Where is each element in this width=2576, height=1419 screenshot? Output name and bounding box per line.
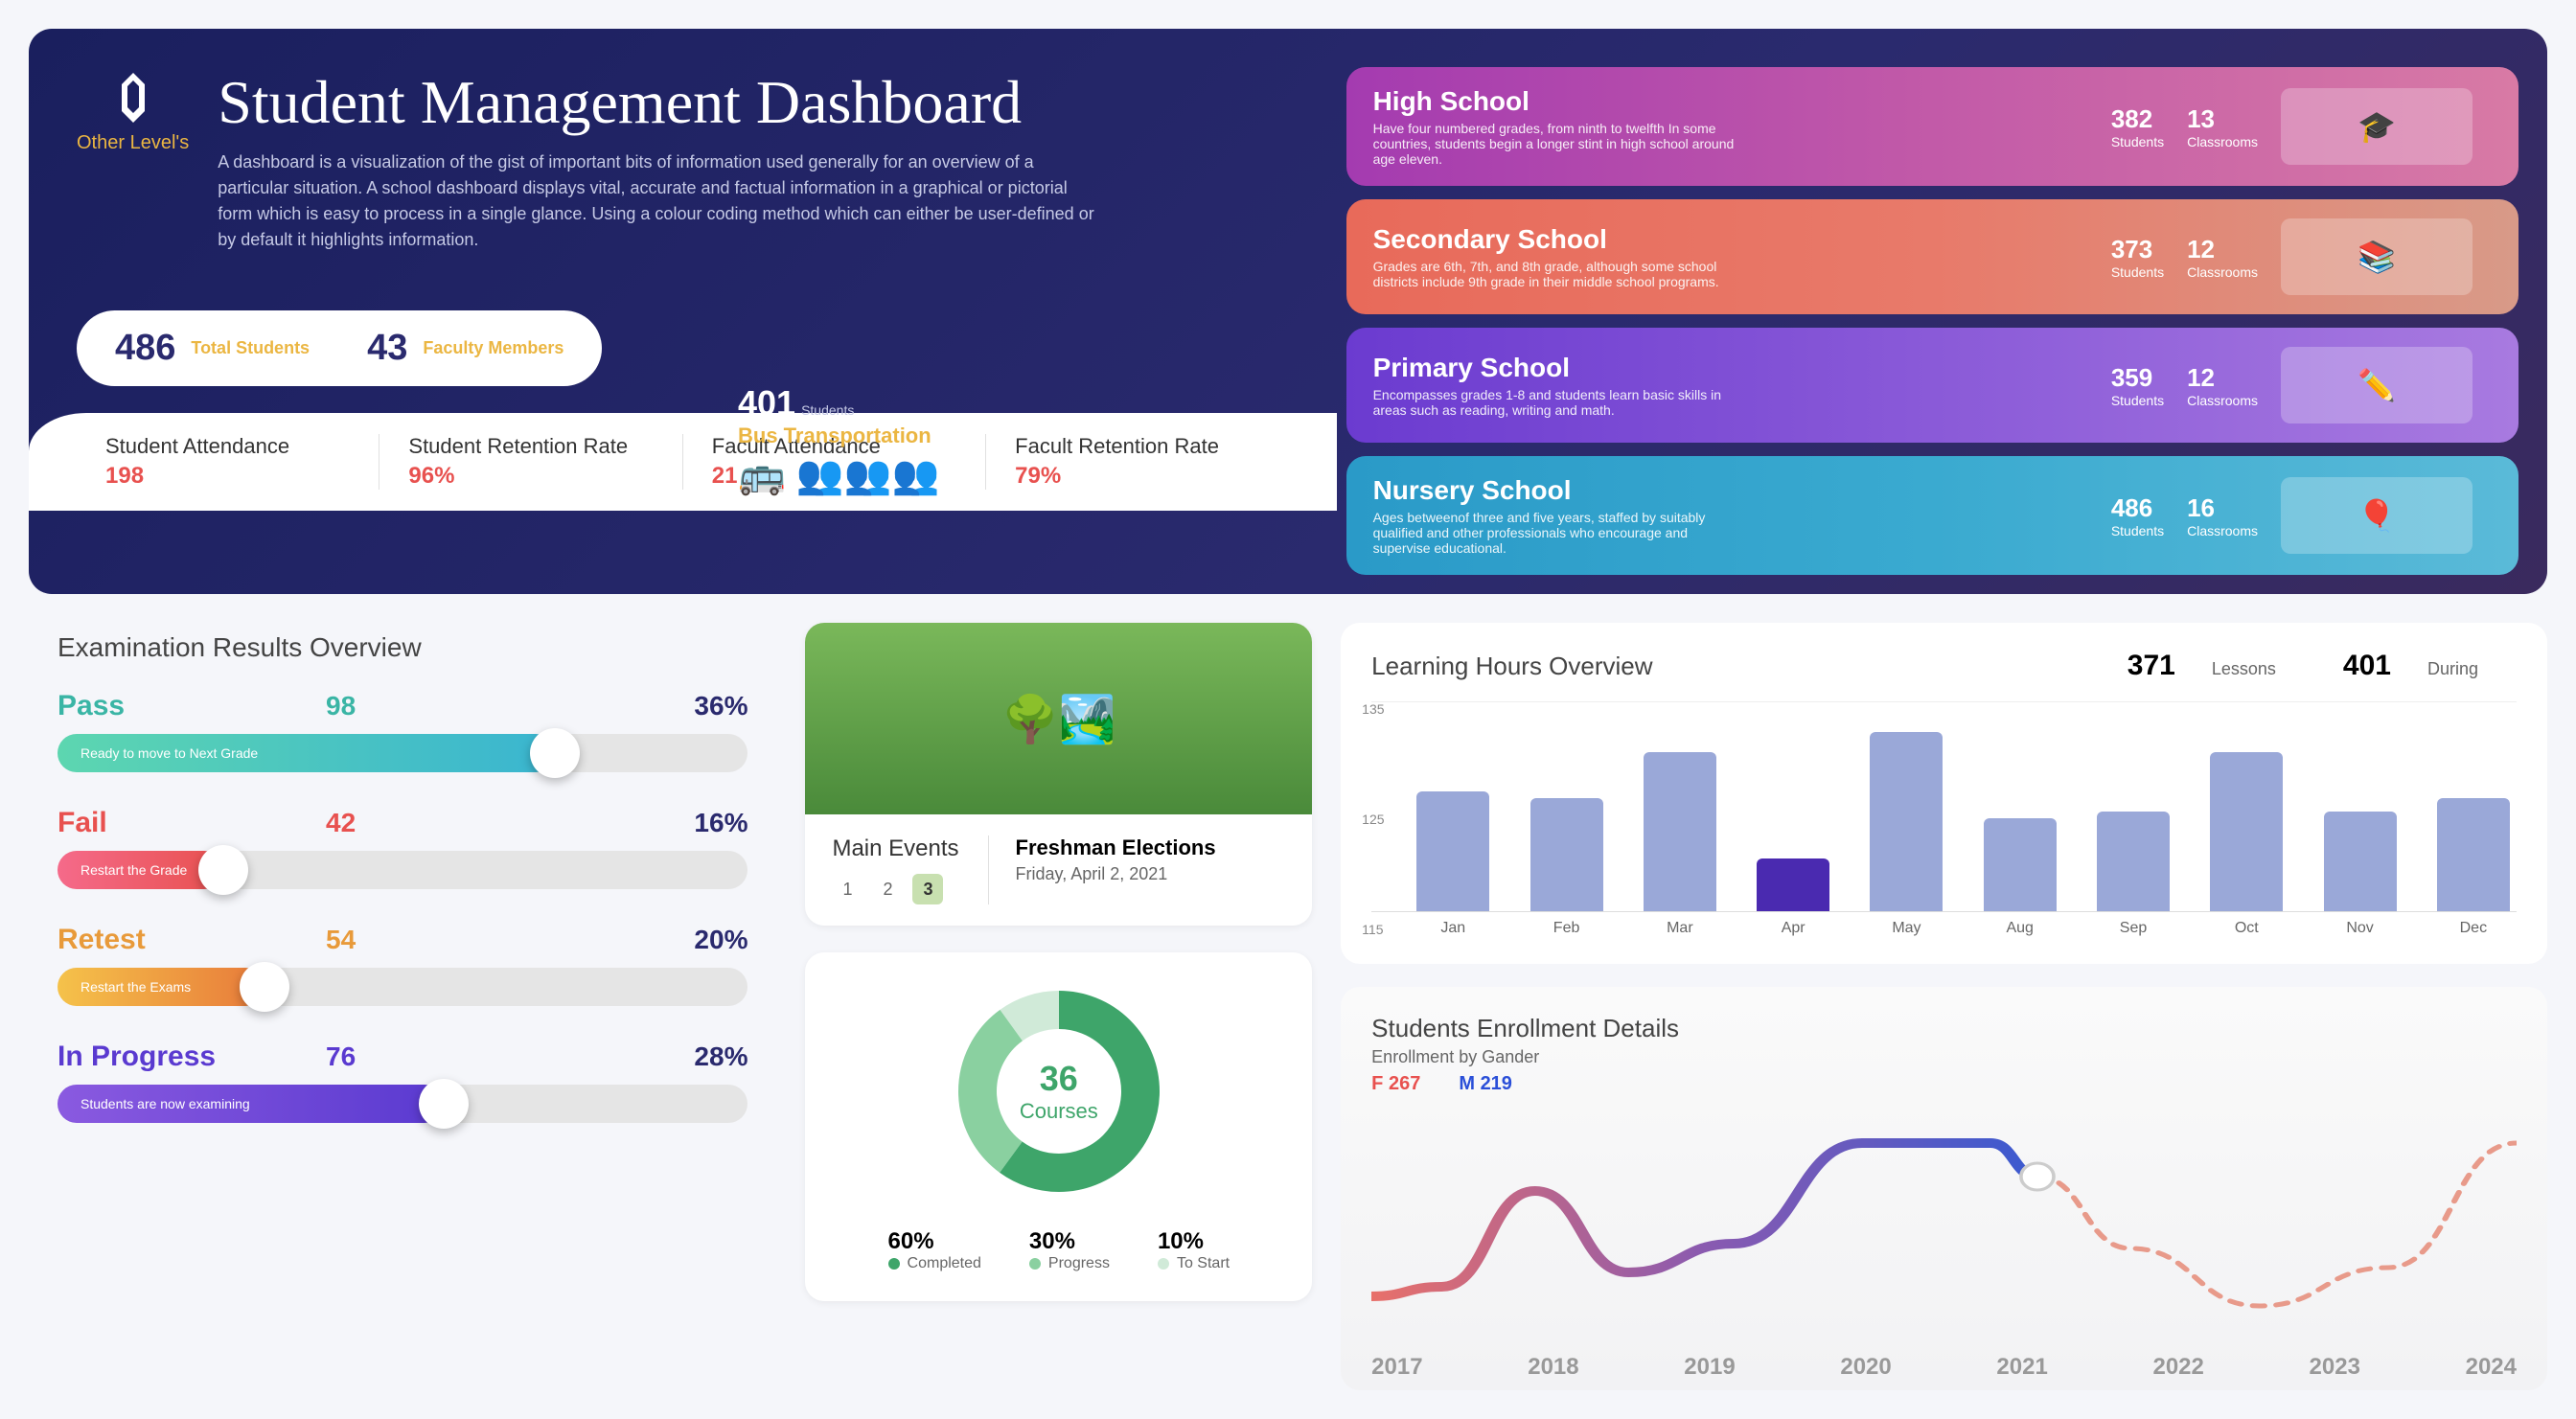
- page-description: A dashboard is a visualization of the gi…: [218, 149, 1099, 253]
- pager-button[interactable]: 3: [912, 874, 943, 904]
- legend-tostart: 10% To Start: [1158, 1228, 1230, 1272]
- pager-button[interactable]: 1: [832, 874, 862, 904]
- year-label: 2023: [2310, 1354, 2360, 1381]
- school-cards-list: High SchoolHave four numbered grades, fr…: [1346, 67, 2518, 594]
- events-card: 🌳🏞️ Main Events 123 Freshman Elections F…: [805, 623, 1312, 926]
- exam-slider[interactable]: Restart the Exams: [58, 968, 748, 1006]
- lessons-label: Lessons: [2212, 659, 2276, 679]
- school-card[interactable]: Secondary SchoolGrades are 6th, 7th, and…: [1346, 199, 2518, 314]
- exam-results-title: Examination Results Overview: [58, 632, 748, 663]
- male-count: M 219: [1459, 1073, 1512, 1095]
- page-title: Student Management Dashboard: [218, 67, 1099, 138]
- event-image: 🌳🏞️: [805, 623, 1312, 814]
- exam-row: In Progress 76 28% Students are now exam…: [58, 1041, 748, 1123]
- exam-row: Retest 54 20% Restart the Exams: [58, 924, 748, 1006]
- event-title: Freshman Elections: [1016, 835, 1216, 860]
- courses-card: 36 Courses 60% Completed 30% Progress 10…: [805, 952, 1312, 1301]
- hero-banner: Other Level's Student Management Dashboa…: [29, 29, 2547, 594]
- metrics-row: Student Attendance198Student Retention R…: [29, 413, 1337, 511]
- year-label: 2018: [1528, 1354, 1578, 1381]
- enrollment-line-chart: [1371, 1105, 2517, 1354]
- event-date: Friday, April 2, 2021: [1016, 864, 1216, 884]
- events-heading: Main Events: [832, 835, 958, 862]
- slider-thumb[interactable]: [419, 1079, 469, 1129]
- during-value: 401: [2343, 650, 2391, 682]
- bar[interactable]: [1416, 791, 1489, 911]
- courses-label: Courses: [1020, 1099, 1098, 1124]
- school-card[interactable]: Nursery SchoolAges betweenof three and f…: [1346, 456, 2518, 575]
- year-label: 2020: [1840, 1354, 1891, 1381]
- exam-slider[interactable]: Restart the Grade: [58, 851, 748, 889]
- bar[interactable]: [2437, 798, 2510, 911]
- year-label: 2017: [1371, 1354, 1422, 1381]
- metric-item: Facult Retention Rate79%: [986, 434, 1288, 490]
- faculty-value: 43: [367, 328, 407, 369]
- brand-name: Other Level's: [77, 132, 189, 154]
- year-label: 2019: [1684, 1354, 1735, 1381]
- enroll-title: Students Enrollment Details: [1371, 1014, 2517, 1043]
- female-count: F 267: [1371, 1073, 1420, 1095]
- year-label: 2024: [2466, 1354, 2517, 1381]
- bar[interactable]: [1984, 818, 2057, 911]
- learning-hours-card: Learning Hours Overview 371 Lessons 401 …: [1341, 623, 2547, 964]
- slider-thumb[interactable]: [240, 962, 289, 1012]
- school-illustration: ✏️: [2281, 347, 2472, 423]
- year-label: 2022: [2152, 1354, 2203, 1381]
- event-pager: 123: [832, 874, 958, 904]
- exam-slider[interactable]: Students are now examining: [58, 1085, 748, 1123]
- hours-bar-chart: [1410, 712, 2517, 911]
- legend-progress: 30% Progress: [1029, 1228, 1110, 1272]
- slider-thumb[interactable]: [530, 728, 580, 778]
- bar[interactable]: [1757, 858, 1829, 911]
- bar[interactable]: [2324, 812, 2397, 911]
- brand-logo: Other Level's: [77, 67, 189, 154]
- school-card[interactable]: Primary SchoolEncompasses grades 1-8 and…: [1346, 328, 2518, 443]
- slider-thumb[interactable]: [198, 845, 248, 895]
- enrollment-card: Students Enrollment Details Enrollment b…: [1341, 987, 2547, 1390]
- bar[interactable]: [1644, 752, 1716, 911]
- school-illustration: 🎈: [2281, 477, 2472, 554]
- enroll-subtitle: Enrollment by Gander: [1371, 1047, 2517, 1067]
- bar[interactable]: [2097, 812, 2170, 911]
- during-label: During: [2427, 659, 2478, 679]
- school-card[interactable]: High SchoolHave four numbered grades, fr…: [1346, 67, 2518, 186]
- school-illustration: 🎓: [2281, 88, 2472, 165]
- bar[interactable]: [1870, 732, 1943, 911]
- metric-item: Student Attendance198: [77, 434, 380, 490]
- courses-count: 36: [1040, 1059, 1078, 1099]
- total-students-label: Total Students: [191, 338, 310, 358]
- summary-pill: 486 Total Students 43 Faculty Members: [77, 310, 602, 386]
- lessons-value: 371: [2128, 650, 2175, 682]
- bar[interactable]: [1530, 798, 1603, 911]
- hours-title: Learning Hours Overview: [1371, 652, 2099, 681]
- pager-button[interactable]: 2: [872, 874, 903, 904]
- school-illustration: 📚: [2281, 218, 2472, 295]
- metric-item: Student Retention Rate96%: [380, 434, 682, 490]
- exam-row: Fail 42 16% Restart the Grade: [58, 807, 748, 889]
- year-label: 2021: [1996, 1354, 2047, 1381]
- exam-row: Pass 98 36% Ready to move to Next Grade: [58, 690, 748, 772]
- exam-slider[interactable]: Ready to move to Next Grade: [58, 734, 748, 772]
- faculty-label: Faculty Members: [423, 338, 564, 358]
- bar[interactable]: [2210, 752, 2283, 911]
- exam-results-section: Examination Results Overview Pass 98 36%…: [29, 623, 776, 1167]
- legend-completed: 60% Completed: [888, 1228, 981, 1272]
- total-students-value: 486: [115, 328, 175, 369]
- bus-transportation: 401Students Bus Transportation 🚌 👥👥👥: [738, 383, 939, 497]
